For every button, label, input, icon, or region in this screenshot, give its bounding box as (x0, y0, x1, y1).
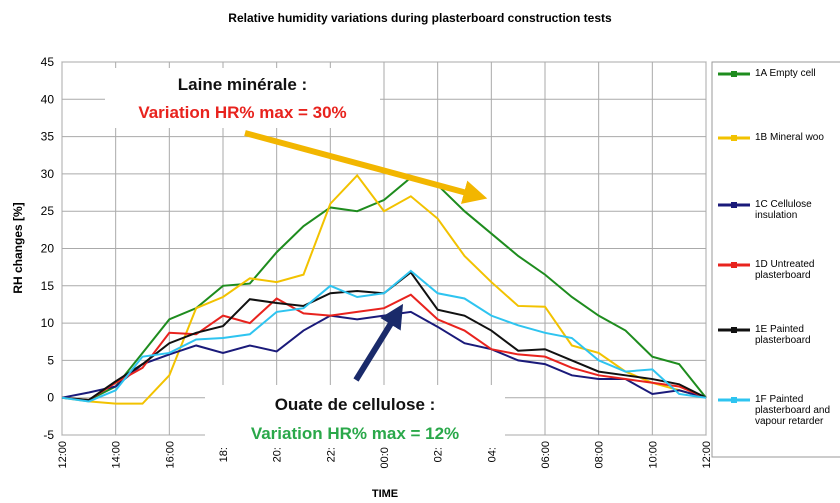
series-line (61, 176, 707, 401)
annotation-text: Variation HR% max = 12% (251, 424, 459, 443)
x-tick-label: 06:00 (540, 441, 552, 469)
annotation-arrow (244, 130, 488, 204)
y-tick-label: 0 (47, 391, 54, 405)
y-tick-label: 45 (41, 55, 55, 69)
legend-box (711, 61, 840, 458)
y-tick-label: 10 (41, 316, 55, 330)
legend-swatch-marker (731, 71, 737, 77)
y-tick-label: 30 (41, 167, 55, 181)
x-tick-label: 16:00 (164, 441, 176, 469)
series-line (61, 173, 707, 405)
x-tick-label: 10:00 (647, 441, 659, 469)
y-axis-label: RH changes [%] (11, 202, 25, 293)
legend-label: 1B Mineral woo (755, 132, 824, 143)
annotation-text: Ouate de cellulose : (275, 395, 436, 414)
y-tick-label: 5 (47, 353, 54, 367)
legend-label: 1E Painted plasterboard (755, 324, 811, 346)
legend-swatch-marker (731, 135, 737, 141)
legend-label: 1A Empty cell (755, 68, 816, 79)
legend-label: 1D Untreated plasterboard (755, 259, 815, 281)
x-tick-label: 14:00 (111, 441, 123, 469)
y-tick-label: 40 (41, 92, 55, 106)
annotation-arrow (353, 303, 404, 382)
legend-swatch-marker (731, 262, 737, 268)
annotation-box (105, 68, 380, 128)
legend-label: 1C Cellulose insulation (755, 199, 812, 221)
y-tick-label: 15 (41, 279, 55, 293)
series-line (61, 269, 707, 403)
annotation-text: Laine minérale : (178, 75, 307, 94)
annotation-text: Variation HR% max = 30% (138, 103, 346, 122)
legend-swatch-marker (731, 202, 737, 208)
y-tick-label: 20 (41, 242, 55, 256)
y-tick-label: 35 (41, 130, 55, 144)
x-tick-label: 12:00 (701, 441, 713, 469)
x-tick-label: 00:00 (379, 441, 391, 469)
y-tick-label: 25 (41, 204, 55, 218)
x-axis-label: TIME (372, 488, 398, 500)
x-tick-label: 08:00 (594, 441, 606, 469)
legend-swatch-marker (731, 397, 737, 403)
annotation-box (205, 385, 505, 447)
legend-swatch-marker (731, 327, 737, 333)
x-tick-label: 12:00 (57, 441, 69, 469)
chart-title: Relative humidity variations during plas… (228, 11, 612, 25)
legend-label: 1F Painted plasterboard and vapour retar… (755, 394, 831, 427)
y-tick-label: -5 (43, 428, 54, 442)
